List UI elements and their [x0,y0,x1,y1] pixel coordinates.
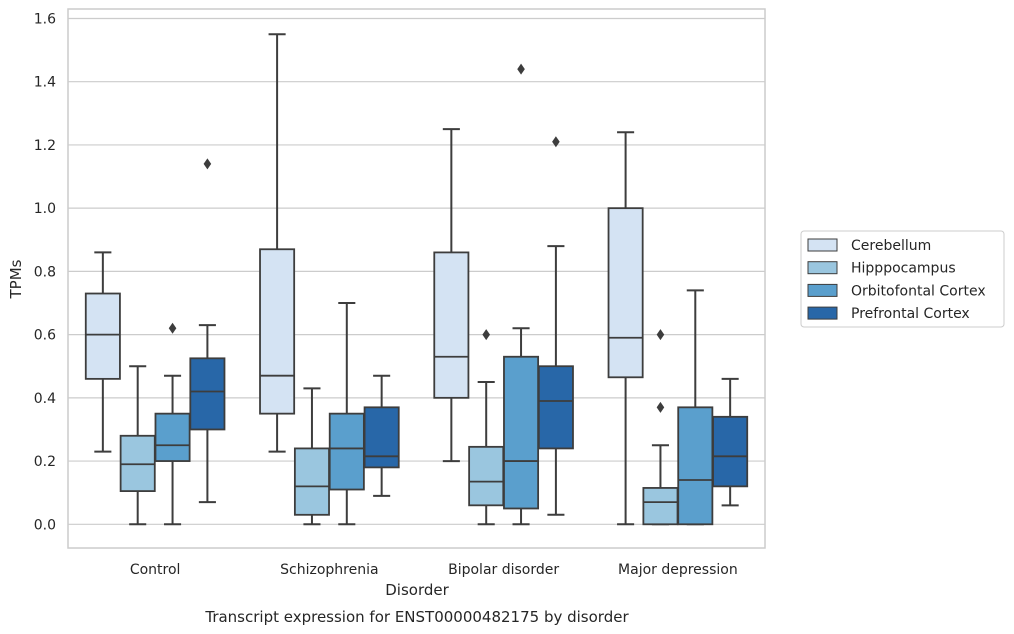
box-group [119,365,156,526]
legend-swatch [807,261,838,275]
iqr-box [154,412,191,462]
iqr-box [84,292,121,380]
y-tick-label: 0.8 [34,264,56,280]
iqr-box [607,207,644,379]
box-group [433,128,470,463]
iqr-box [328,412,365,491]
x-tick-labels: Control Schizophrenia Bipolar disorder Majo… [130,562,738,578]
iqr-box [259,248,296,415]
x-tick-label: Bipolar disorder [448,562,559,578]
outlier-point [552,136,560,148]
legend-label: Hipppocampus [851,261,956,277]
y-tick-label: 0.0 [34,517,56,533]
iqr-box [712,415,749,488]
y-tick-label: 1.0 [34,201,56,217]
box-group [677,289,714,526]
plot-frame [67,8,766,549]
box-group [503,63,540,526]
box-group [537,136,574,516]
box-group [154,322,191,526]
y-tick-label: 0.2 [34,454,56,470]
box-group [607,131,644,526]
box-group [259,33,296,453]
iqr-box [433,251,470,399]
iqr-box [293,447,330,516]
legend-swatch [807,283,838,297]
y-tick-labels: 0.0 0.2 0.4 0.6 0.8 1.0 1.2 1.4 1.6 [34,11,56,533]
iqr-box [468,445,505,507]
iqr-box [189,357,226,431]
box-group [189,158,226,504]
x-axis-title: Disorder [385,581,449,599]
x-tick-label: Control [130,562,181,578]
legend-label: Cerebellum [851,238,931,254]
chart-title: Transcript expression for ENST0000048217… [204,608,629,626]
box-group [363,374,400,497]
iqr-box [642,487,679,526]
legend-swatch [807,238,838,252]
iqr-box [503,355,540,510]
y-tick-label: 1.4 [34,75,56,91]
y-tick-label: 0.6 [34,328,56,344]
y-tick-label: 1.6 [34,11,56,27]
box-group [712,377,749,507]
legend-swatch [807,306,838,320]
boxes [84,33,749,526]
x-tick-label: Major depression [618,562,738,578]
y-tick-label: 1.2 [34,138,56,154]
outlier-point [656,329,665,341]
y-axis-title: TPMs [7,259,25,299]
box-group [328,302,365,526]
outlier-point [656,401,665,413]
outlier-point [168,322,177,334]
legend-label: Orbitofontal Cortex [851,283,986,299]
box-group [642,329,679,526]
outlier-point [517,63,525,75]
iqr-box [363,406,400,469]
legend-frame [800,230,1005,328]
box-group [293,387,330,526]
iqr-box [677,406,714,526]
box-group [468,329,505,526]
x-tick-label: Schizophrenia [280,562,378,578]
legend-label: Prefrontal Cortex [851,306,970,322]
outlier-point [482,329,490,341]
iqr-box [537,365,574,450]
legend: Cerebellum Hipppocampus Orbitofontal Corte… [800,230,1005,328]
y-tick-label: 0.4 [34,391,56,407]
outlier-point [203,158,212,170]
box-group [84,251,121,453]
